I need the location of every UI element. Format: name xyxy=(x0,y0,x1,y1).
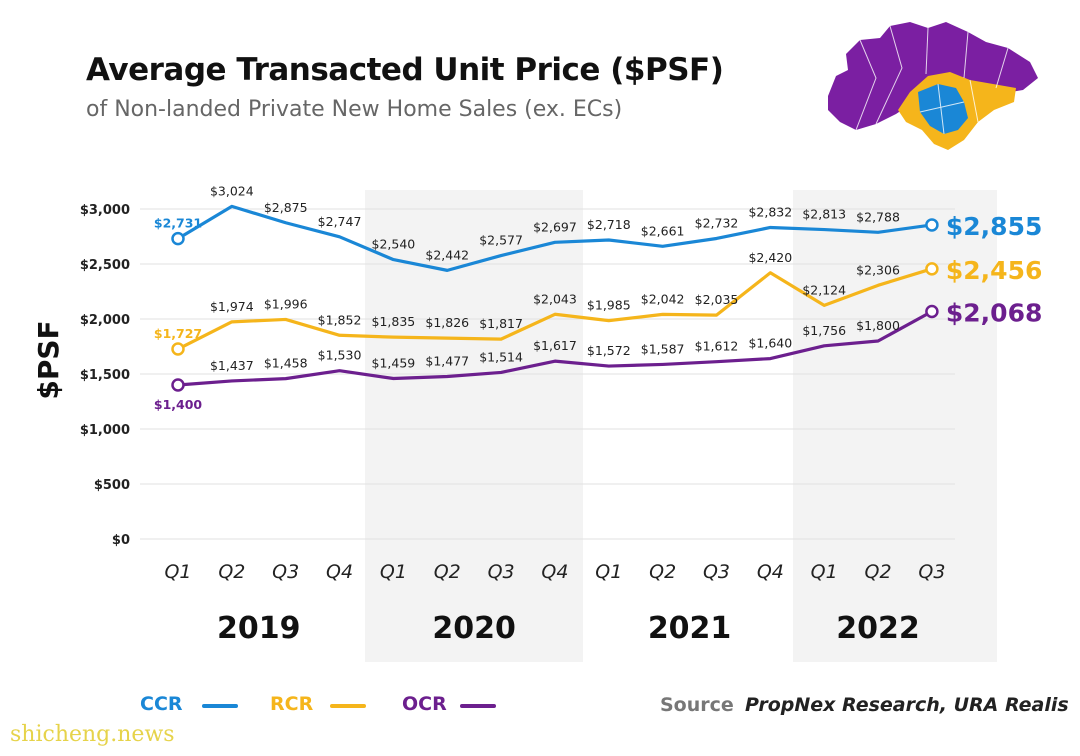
series-line-rcr xyxy=(176,267,934,351)
end-marker xyxy=(925,218,939,232)
legend-ocr-line xyxy=(460,704,496,708)
data-label: $2,306 xyxy=(856,262,900,277)
source-text: PropNex Research, URA Realis xyxy=(745,694,1069,716)
start-marker xyxy=(171,378,185,392)
chart-subtitle: of Non-landed Private New Home Sales (ex… xyxy=(86,97,623,122)
legend-rcr-label: RCR xyxy=(270,693,314,715)
x-tick-label: Q2 xyxy=(434,561,461,583)
data-label: $1,612 xyxy=(695,339,739,354)
y-tick-label: $1,000 xyxy=(80,423,130,438)
x-tick-label: Q3 xyxy=(918,561,945,583)
data-label: $1,572 xyxy=(587,343,631,358)
y-tick-label: $0 xyxy=(112,533,130,548)
x-tick-label: Q4 xyxy=(541,561,568,583)
x-tick-label: Q2 xyxy=(865,561,892,583)
data-label: $2,042 xyxy=(641,291,685,306)
data-label: $1,800 xyxy=(856,318,900,333)
data-label: $2,731 xyxy=(154,216,202,231)
data-label: $1,458 xyxy=(264,356,308,371)
band-2022 xyxy=(793,190,997,662)
y-axis-label: $PSF xyxy=(32,320,65,399)
data-label: $2,747 xyxy=(318,214,362,229)
data-label: $1,400 xyxy=(154,397,203,412)
data-label: $1,437 xyxy=(210,358,254,373)
data-label: $1,835 xyxy=(372,314,416,329)
legend-rcr-line xyxy=(330,704,366,708)
data-label: $1,727 xyxy=(154,326,202,341)
end-marker xyxy=(925,262,939,276)
data-label: $3,024 xyxy=(210,183,254,198)
x-tick-label: Q1 xyxy=(811,561,838,583)
data-label: $1,852 xyxy=(318,312,362,327)
data-label: $2,732 xyxy=(695,215,739,230)
y-tick-label: $3,000 xyxy=(80,203,130,218)
source-label: Source xyxy=(660,694,734,716)
year-label: 2020 xyxy=(432,611,516,646)
y-tick-label: $2,500 xyxy=(80,258,130,273)
x-tick-label: Q3 xyxy=(703,561,730,583)
legend-ocr-label: OCR xyxy=(402,693,447,715)
end-value-label: $2,068 xyxy=(946,299,1042,328)
band-2020 xyxy=(365,190,583,662)
data-label: $2,697 xyxy=(533,219,577,234)
data-label: $1,617 xyxy=(533,338,577,353)
y-tick-label: $2,000 xyxy=(80,313,130,328)
data-label: $2,124 xyxy=(802,282,846,297)
end-marker xyxy=(925,304,939,319)
data-label: $1,756 xyxy=(802,323,846,338)
x-tick-label: Q2 xyxy=(218,561,245,583)
data-label: $2,875 xyxy=(264,200,308,215)
series-line-ocr xyxy=(176,309,934,387)
start-marker xyxy=(171,231,185,246)
data-label: $1,514 xyxy=(479,349,523,364)
data-label: $1,826 xyxy=(425,315,469,330)
data-label: $2,718 xyxy=(587,217,631,232)
x-tick-label: Q2 xyxy=(649,561,676,583)
x-tick-label: Q1 xyxy=(380,561,407,583)
year-label: 2022 xyxy=(836,611,920,646)
data-label: $2,035 xyxy=(695,292,739,307)
year-label: 2021 xyxy=(648,611,732,646)
data-label: $1,817 xyxy=(479,316,523,331)
y-tick-label: $1,500 xyxy=(80,368,130,383)
x-tick-label: Q3 xyxy=(272,561,299,583)
x-tick-label: Q3 xyxy=(488,561,515,583)
data-label: $2,832 xyxy=(748,204,792,219)
y-tick-label: $500 xyxy=(94,478,130,493)
data-label: $1,974 xyxy=(210,299,254,314)
data-label: $2,442 xyxy=(425,247,469,262)
series-line-ccr xyxy=(176,204,934,272)
map-ccr-region xyxy=(918,84,968,134)
line-chart: $0 $500 $1,000 $1,500 $2,000 $2,500 $3,000 Q1 Q… xyxy=(32,183,1042,662)
data-label: $1,530 xyxy=(318,348,362,363)
data-label: $2,661 xyxy=(641,223,685,238)
x-tick-label: Q1 xyxy=(595,561,622,583)
legend-ccr-label: CCR xyxy=(140,693,183,715)
data-label: $2,577 xyxy=(479,233,523,248)
x-tick-label: Q4 xyxy=(326,561,353,583)
data-label: $1,459 xyxy=(372,356,416,371)
data-label: $2,420 xyxy=(748,250,792,265)
data-label: $1,587 xyxy=(641,341,685,356)
singapore-map-icon xyxy=(828,22,1038,150)
data-label: $1,985 xyxy=(587,298,631,313)
legend-ccr-line xyxy=(202,704,238,708)
end-value-label: $2,456 xyxy=(946,256,1042,285)
end-value-label: $2,855 xyxy=(946,212,1042,241)
start-marker xyxy=(171,342,185,356)
data-label: $2,788 xyxy=(856,209,900,224)
chart-title: Average Transacted Unit Price ($PSF) xyxy=(86,52,724,88)
watermark: shicheng.news xyxy=(10,722,175,747)
data-label: $1,996 xyxy=(264,296,308,311)
x-tick-label: Q4 xyxy=(757,561,784,583)
data-label: $2,043 xyxy=(533,291,577,306)
data-label: $1,640 xyxy=(748,336,792,351)
x-tick-label: Q1 xyxy=(164,561,191,583)
year-label: 2019 xyxy=(217,611,301,646)
data-label: $1,477 xyxy=(425,354,469,369)
data-label: $2,540 xyxy=(372,237,416,252)
data-label: $2,813 xyxy=(802,207,846,222)
